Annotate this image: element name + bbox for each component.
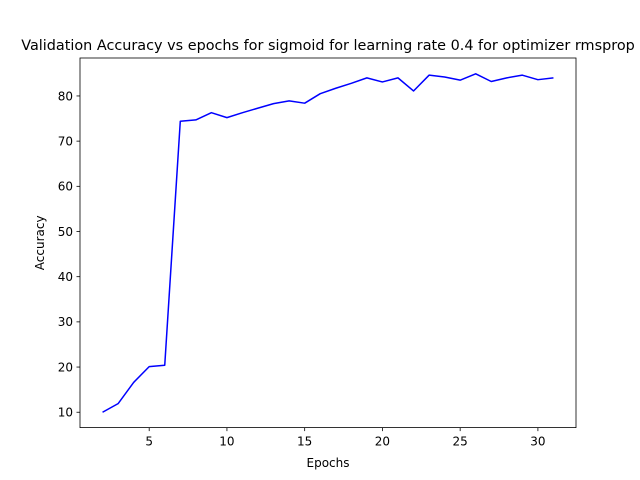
chart-title: Validation Accuracy vs epochs for sigmoi… <box>21 38 635 54</box>
y-axis-label: Accuracy <box>33 215 47 270</box>
y-tick-label: 20 <box>58 360 73 374</box>
axes-frame <box>79 57 577 429</box>
y-tick-label: 40 <box>58 270 73 284</box>
y-tick-label: 50 <box>58 225 73 239</box>
y-tick-label: 10 <box>58 406 73 420</box>
x-tick-label: 25 <box>453 435 468 449</box>
y-axis-ticks: 10 20 30 40 50 60 70 80 <box>58 89 80 420</box>
x-tick-label: 10 <box>219 435 234 449</box>
y-tick-label: 70 <box>58 134 73 148</box>
x-axis-label: Epochs <box>307 456 350 470</box>
x-tick-label: 20 <box>375 435 390 449</box>
y-tick-label: 80 <box>58 89 73 103</box>
x-tick-label: 30 <box>530 435 545 449</box>
plot-area <box>102 73 554 413</box>
x-tick-label: 5 <box>145 435 153 449</box>
series-line-0 <box>102 73 554 413</box>
x-tick-label: 15 <box>297 435 312 449</box>
y-tick-label: 60 <box>58 180 73 194</box>
y-tick-label: 30 <box>58 315 73 329</box>
x-axis-ticks: 5 10 15 20 25 30 <box>145 427 546 449</box>
